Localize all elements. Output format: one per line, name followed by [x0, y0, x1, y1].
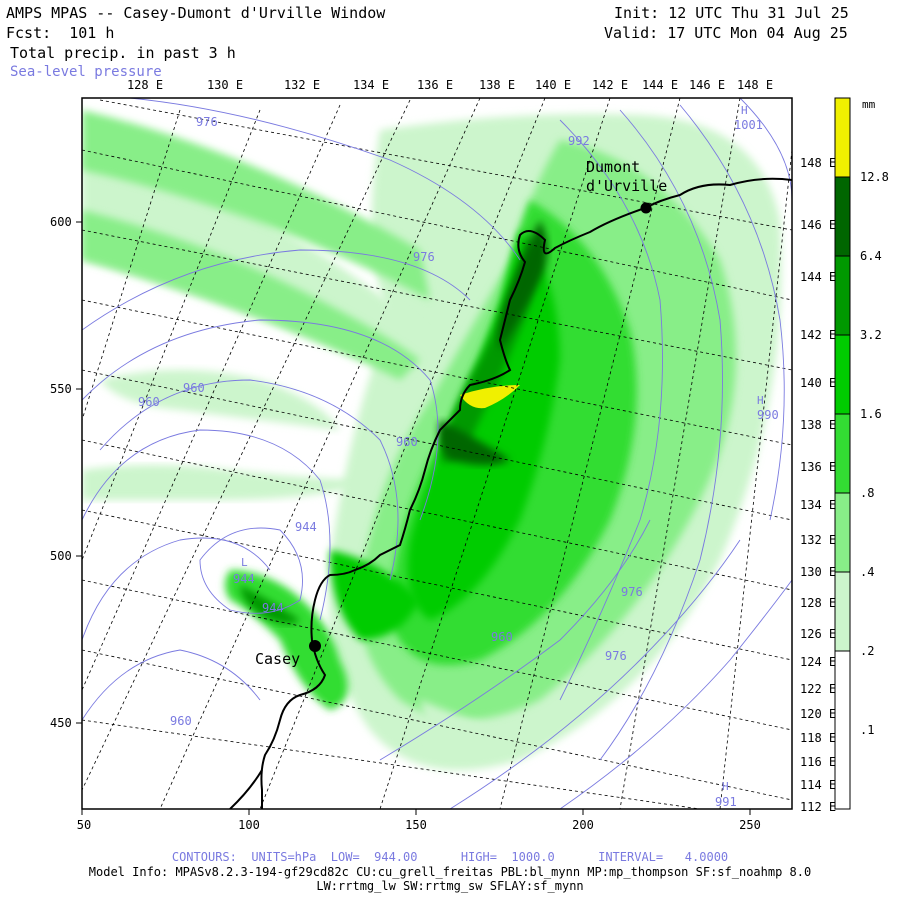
pressure-high-marker: H [722, 780, 729, 793]
right-lon-label: 134 E [800, 498, 837, 512]
pressure-label: 976 [605, 649, 627, 663]
pressure-label: 960 [396, 435, 418, 449]
pressure-label: 960 [491, 630, 513, 644]
right-lon-label: 128 E [800, 596, 837, 610]
pressure-label: 944 [262, 601, 284, 615]
top-lon-label: 142 E [591, 78, 629, 92]
pressure-label: 976 [413, 250, 435, 264]
pressure-high-marker: H [757, 394, 764, 407]
right-lon-label: 120 E [800, 707, 837, 721]
x-tick-label: 100 [238, 818, 260, 832]
colorbar [834, 97, 851, 810]
right-lon-label: 122 E [800, 682, 837, 696]
place-label-dumont-durville: Dumont d'Urville [586, 158, 668, 195]
axis-ticks [76, 221, 751, 815]
model-info: Model Info: MPASv8.2.3-194-gf29cd82c CU:… [88, 865, 812, 879]
y-tick-label: 450 [50, 716, 72, 730]
contour-field-name: Sea-level pressure [10, 64, 162, 80]
colorbar-level: 1.6 [860, 407, 882, 421]
colorbar-unit: mm [862, 98, 876, 111]
pressure-label: 976 [196, 115, 218, 129]
place-label-casey: Casey [255, 650, 301, 668]
forecast-hour: Fcst: 101 h [6, 24, 115, 42]
y-tick-label: 600 [50, 215, 72, 229]
top-lon-label: 130 E [206, 78, 244, 92]
right-lon-label: 116 E [800, 755, 837, 769]
colorbar-level: .1 [860, 723, 875, 737]
right-lon-label: 118 E [800, 731, 837, 745]
top-lon-label: 138 E [478, 78, 516, 92]
casey-marker [309, 640, 321, 652]
top-lon-label: 144 E [641, 78, 679, 92]
colorbar-level: .4 [860, 565, 875, 579]
top-lon-label: 128 E [126, 78, 164, 92]
top-lon-label: 148 E [736, 78, 774, 92]
right-lon-label: 148 E [800, 156, 837, 170]
right-lon-label: 136 E [800, 460, 837, 474]
dumont-durville-marker [640, 202, 652, 214]
model-info-line2: LW:rrtmg_lw SW:rrtmg_sw SFLAY:sf_mynn [316, 879, 584, 893]
init-time: Init: 12 UTC Thu 31 Jul 25 [614, 4, 849, 22]
pressure-high-marker: H [741, 104, 748, 117]
x-tick-label: 250 [739, 818, 761, 832]
pressure-label: 960 [183, 381, 205, 395]
pressure-label: 960 [138, 395, 160, 409]
pressure-label: 991 [715, 795, 737, 809]
top-lon-label: 146 E [688, 78, 726, 92]
map-title: AMPS MPAS -- Casey-Dumont d'Urville Wind… [6, 4, 386, 22]
colorbar-level: .2 [860, 644, 875, 658]
colorbar-level: .8 [860, 486, 875, 500]
top-lon-label: 132 E [283, 78, 321, 92]
right-lon-label: 130 E [800, 565, 837, 579]
pressure-label: 1001 [734, 118, 763, 132]
colorbar-level: 12.8 [860, 170, 889, 184]
right-lon-label: 144 E [800, 270, 837, 284]
x-tick-label: 50 [76, 818, 92, 832]
pressure-label: 990 [757, 408, 779, 422]
map-frame [81, 97, 793, 810]
right-lon-label: 114 E [800, 778, 837, 792]
right-lon-label: 126 E [800, 627, 837, 641]
right-lon-label: 112 E [800, 800, 837, 814]
top-lon-label: 136 E [416, 78, 454, 92]
right-lon-label: 142 E [800, 328, 837, 342]
colorbar-level: 6.4 [860, 249, 882, 263]
x-tick-label: 150 [405, 818, 427, 832]
y-tick-label: 550 [50, 382, 72, 396]
right-lon-label: 138 E [800, 418, 837, 432]
pressure-label: 992 [568, 134, 590, 148]
right-lon-label: 140 E [800, 376, 837, 390]
top-lon-label: 134 E [352, 78, 390, 92]
right-lon-label: 124 E [800, 655, 837, 669]
colorbar-level: 3.2 [860, 328, 882, 342]
pressure-contours [82, 98, 792, 809]
pressure-low-marker: L [241, 556, 248, 569]
pressure-label: 944 [295, 520, 317, 534]
field-name: Total precip. in past 3 h [10, 44, 236, 62]
valid-time: Valid: 17 UTC Mon 04 Aug 25 [604, 24, 848, 42]
pressure-label: 976 [621, 585, 643, 599]
x-tick-label: 200 [572, 818, 594, 832]
right-lon-label: 146 E [800, 218, 837, 232]
right-lon-label: 132 E [800, 533, 837, 547]
contour-info: CONTOURS: UNITS=hPa LOW= 944.00 HIGH= 10… [171, 850, 729, 864]
y-tick-label: 500 [50, 549, 72, 563]
pressure-label: 944 [233, 572, 255, 586]
top-lon-label: 140 E [534, 78, 572, 92]
coastline [229, 177, 792, 809]
pressure-label: 960 [170, 714, 192, 728]
